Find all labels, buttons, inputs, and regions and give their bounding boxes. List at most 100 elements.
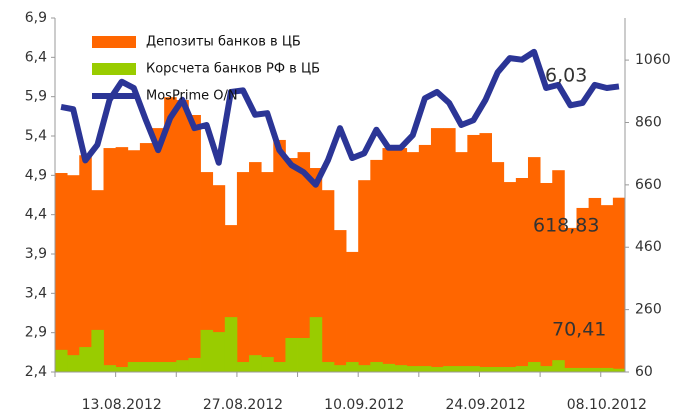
bar	[139, 143, 153, 372]
bar	[479, 133, 492, 372]
x-tick-label: 27.08.2012	[203, 397, 283, 413]
legend-swatch	[92, 63, 136, 75]
bar	[297, 152, 311, 372]
bar	[164, 97, 177, 373]
bar	[600, 367, 614, 372]
y-tick-label: 5,9	[25, 89, 47, 105]
bar	[152, 128, 165, 372]
bar	[127, 150, 141, 372]
bar	[333, 365, 347, 372]
bar	[67, 355, 80, 372]
bar	[503, 367, 517, 372]
bar	[576, 367, 590, 372]
bar	[540, 366, 553, 372]
bar	[430, 128, 444, 372]
bar	[370, 159, 383, 372]
bar	[79, 155, 92, 372]
bar	[491, 367, 505, 372]
bar	[224, 317, 238, 372]
bar	[576, 207, 590, 372]
bar	[406, 152, 420, 372]
bar	[115, 367, 129, 372]
bar	[297, 338, 311, 372]
bar	[564, 367, 577, 372]
y-tick-label: 2,4	[25, 364, 47, 380]
bar	[176, 100, 189, 372]
y-tick-label: 4,4	[25, 207, 47, 223]
bar	[503, 182, 517, 372]
bar	[491, 162, 505, 372]
y-tick-label: 4,9	[25, 167, 47, 183]
bar	[358, 180, 371, 372]
line	[60, 48, 620, 188]
x-tick-label: 24.09.2012	[445, 397, 525, 413]
y-tick-label: 5,4	[25, 128, 47, 144]
bar	[443, 128, 456, 372]
bar	[285, 158, 298, 372]
bar	[55, 173, 68, 372]
y-tick-label: 6,9	[25, 10, 47, 26]
bar	[115, 147, 129, 372]
annotation: 618,83	[533, 215, 599, 237]
bar	[91, 190, 104, 372]
bar	[261, 172, 274, 372]
bar	[249, 162, 262, 372]
x-tick-label: 10.09.2012	[324, 397, 404, 413]
bar	[236, 172, 250, 372]
legend-swatch	[92, 36, 136, 48]
bar	[188, 357, 201, 372]
bar	[249, 355, 262, 372]
bar	[467, 366, 480, 372]
bar	[418, 144, 432, 372]
bar	[79, 347, 92, 372]
bar	[236, 362, 250, 372]
bar	[479, 367, 492, 372]
bar	[527, 362, 541, 372]
bar	[139, 362, 153, 372]
annotation: 70,41	[552, 319, 606, 341]
y2-tick-label: 660	[635, 177, 662, 193]
annotation: 6,03	[545, 65, 587, 87]
bar	[588, 367, 602, 372]
bar	[515, 366, 529, 372]
y-tick-label: 6,4	[25, 49, 47, 65]
bar	[443, 366, 456, 372]
bar	[285, 338, 298, 372]
bar	[358, 365, 371, 372]
bar	[382, 148, 395, 372]
bar	[552, 170, 565, 372]
bar	[176, 360, 189, 372]
y2-tick-label: 1060	[635, 52, 671, 68]
bar	[91, 329, 104, 372]
bar	[152, 362, 165, 372]
y-tick-label: 3,4	[25, 285, 47, 301]
bar	[394, 365, 408, 372]
bar	[103, 365, 117, 372]
bar	[346, 362, 359, 372]
bar	[127, 362, 141, 372]
legend-label: Депозиты банков в ЦБ	[146, 35, 301, 50]
bar	[394, 148, 408, 372]
bar	[406, 366, 420, 372]
bar	[588, 197, 602, 372]
y-tick-label: 3,9	[25, 246, 47, 262]
legend-label: MosPrime O/N	[146, 89, 238, 104]
bar	[612, 368, 626, 372]
y2-tick-label: 260	[635, 302, 662, 318]
bar	[382, 363, 395, 372]
bar	[212, 185, 226, 372]
bar	[370, 362, 383, 372]
bar	[600, 205, 614, 372]
bar	[55, 349, 68, 372]
bar	[564, 227, 577, 372]
bar	[552, 360, 565, 372]
y2-tick-label: 60	[635, 364, 653, 380]
bar	[455, 152, 468, 372]
x-tick-label: 08.10.2012	[567, 397, 647, 413]
x-tick-label: 13.08.2012	[82, 397, 162, 413]
y-tick-label: 2,9	[25, 325, 47, 341]
bar	[455, 366, 468, 372]
bar	[527, 157, 541, 372]
bar	[333, 230, 347, 372]
